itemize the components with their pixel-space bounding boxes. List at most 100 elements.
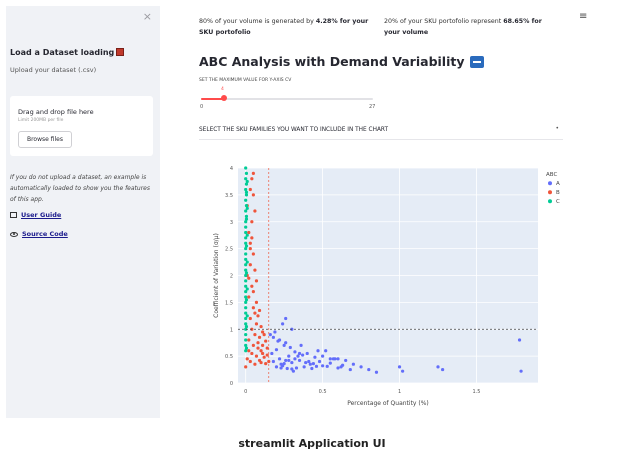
data-point-B <box>254 354 259 358</box>
data-point-C <box>244 190 249 194</box>
data-point-B <box>254 300 259 304</box>
data-point-C <box>244 306 248 310</box>
data-point-A <box>324 349 328 353</box>
data-point-A <box>517 338 522 342</box>
data-point-B <box>253 209 257 213</box>
data-point-C <box>244 263 248 267</box>
slider-thumb[interactable] <box>221 95 227 101</box>
legend-entry-B: B <box>556 190 560 196</box>
kpi-sku-text: 20% of your SKU portofolio represent <box>384 18 504 25</box>
data-point-B <box>265 346 269 350</box>
scatter-chart: 0 0.5 1 1.5 2 2.5 3 3.5 4 0 0.5 1 1.5 ABC ABC Percent… <box>213 166 560 407</box>
legend-marker-A <box>548 181 552 186</box>
x-tick-label: 0 <box>244 389 247 395</box>
data-point-C <box>244 290 248 294</box>
slider-fill <box>201 98 227 100</box>
data-point-A <box>284 341 288 345</box>
data-point-C <box>244 279 248 283</box>
data-point-C <box>244 241 248 245</box>
data-point-C <box>244 230 248 235</box>
data-point-C <box>244 338 248 342</box>
x-tick-label: 1 <box>398 389 401 395</box>
file-uploader[interactable]: Drag and drop file here Limit 200MB per … <box>10 96 153 156</box>
legend-marker-B <box>548 190 552 195</box>
data-point-B <box>244 365 248 369</box>
data-point-A <box>270 351 274 356</box>
data-point-A <box>331 357 335 361</box>
y-tick-label: 0 <box>230 381 233 387</box>
sku-family-multiselect[interactable]: SELECT THE SKU FAMILIES YOU WANT TO INCL… <box>199 122 563 140</box>
data-point-B <box>261 351 265 356</box>
figure-caption: streamlit Application UI <box>238 437 386 450</box>
data-point-A <box>301 353 305 357</box>
source-code-label: Source Code <box>22 230 68 238</box>
data-point-A <box>287 358 291 363</box>
data-point-A <box>279 362 283 366</box>
y-tick-label: 0.5 <box>225 354 233 360</box>
data-point-B <box>262 333 266 337</box>
data-point-C <box>244 324 249 329</box>
browse-files-button[interactable]: Browse files <box>18 131 72 148</box>
data-point-B <box>251 290 255 294</box>
data-point-A <box>274 365 279 369</box>
hamburger-menu-icon[interactable]: ≡ <box>579 11 588 22</box>
dropdown-caret-icon[interactable]: • <box>555 125 559 132</box>
data-point-A <box>271 335 275 339</box>
close-sidebar-icon[interactable]: × <box>142 10 152 23</box>
slider-label: SET THE MAXIMUM VALUE FOR Y-AXIS CV <box>199 78 292 83</box>
data-point-A <box>293 357 297 361</box>
data-point-C <box>245 179 249 184</box>
data-point-A <box>348 367 352 372</box>
data-point-B <box>259 324 263 329</box>
data-point-C <box>244 273 248 278</box>
data-point-C <box>245 233 249 237</box>
data-point-A <box>282 362 286 366</box>
y-tick-label: 1.5 <box>225 300 233 306</box>
uploader-title: Drag and drop file here <box>18 108 94 116</box>
data-point-B <box>250 177 254 181</box>
data-point-A <box>328 357 332 361</box>
data-point-B <box>259 349 263 353</box>
data-point-C <box>244 166 248 170</box>
page-title: ABC Analysis with Demand Variability <box>199 54 484 69</box>
data-point-A <box>367 367 371 372</box>
book-icon <box>116 48 125 56</box>
data-point-A <box>290 360 294 365</box>
data-point-C <box>244 171 249 175</box>
data-point-A <box>284 316 288 321</box>
kpi-volume-value-2: SKU portofolio <box>199 29 251 36</box>
data-point-A <box>297 351 302 356</box>
kpi-volume-value: 4.28% for your <box>315 18 369 25</box>
data-point-B <box>247 349 251 353</box>
data-point-C <box>244 252 248 256</box>
data-point-A <box>304 360 308 365</box>
data-point-C <box>244 209 248 213</box>
data-point-A <box>441 367 445 372</box>
data-point-C <box>244 311 248 315</box>
data-point-C <box>244 333 248 337</box>
data-point-A <box>336 366 340 370</box>
data-point-B <box>265 353 269 357</box>
data-point-C <box>244 247 248 251</box>
data-point-A <box>271 359 275 364</box>
x-tick-label: 1.5 <box>472 389 480 395</box>
data-point-A <box>284 358 288 363</box>
data-point-B <box>247 276 251 280</box>
y-tick-label: 1 <box>230 327 233 333</box>
multiselect-label: SELECT THE SKU FAMILIES YOU WANT TO INCL… <box>199 127 389 133</box>
data-point-A <box>290 367 294 371</box>
data-point-C <box>244 343 248 347</box>
user-guide-link[interactable]: User Guide <box>10 211 61 219</box>
data-point-A <box>321 364 325 368</box>
slider-track[interactable] <box>201 98 373 100</box>
data-point-C <box>245 287 249 291</box>
data-point-A <box>308 362 312 366</box>
source-code-link[interactable]: Source Code <box>10 230 68 238</box>
uploader-limit: Limit 200MB per file <box>18 118 64 123</box>
kpi-sku-value: 68.65% for <box>503 18 542 25</box>
data-point-C <box>244 220 248 224</box>
data-point-A <box>519 369 523 373</box>
data-point-A <box>336 357 340 361</box>
data-point-B <box>250 284 254 288</box>
data-point-A <box>287 354 291 358</box>
